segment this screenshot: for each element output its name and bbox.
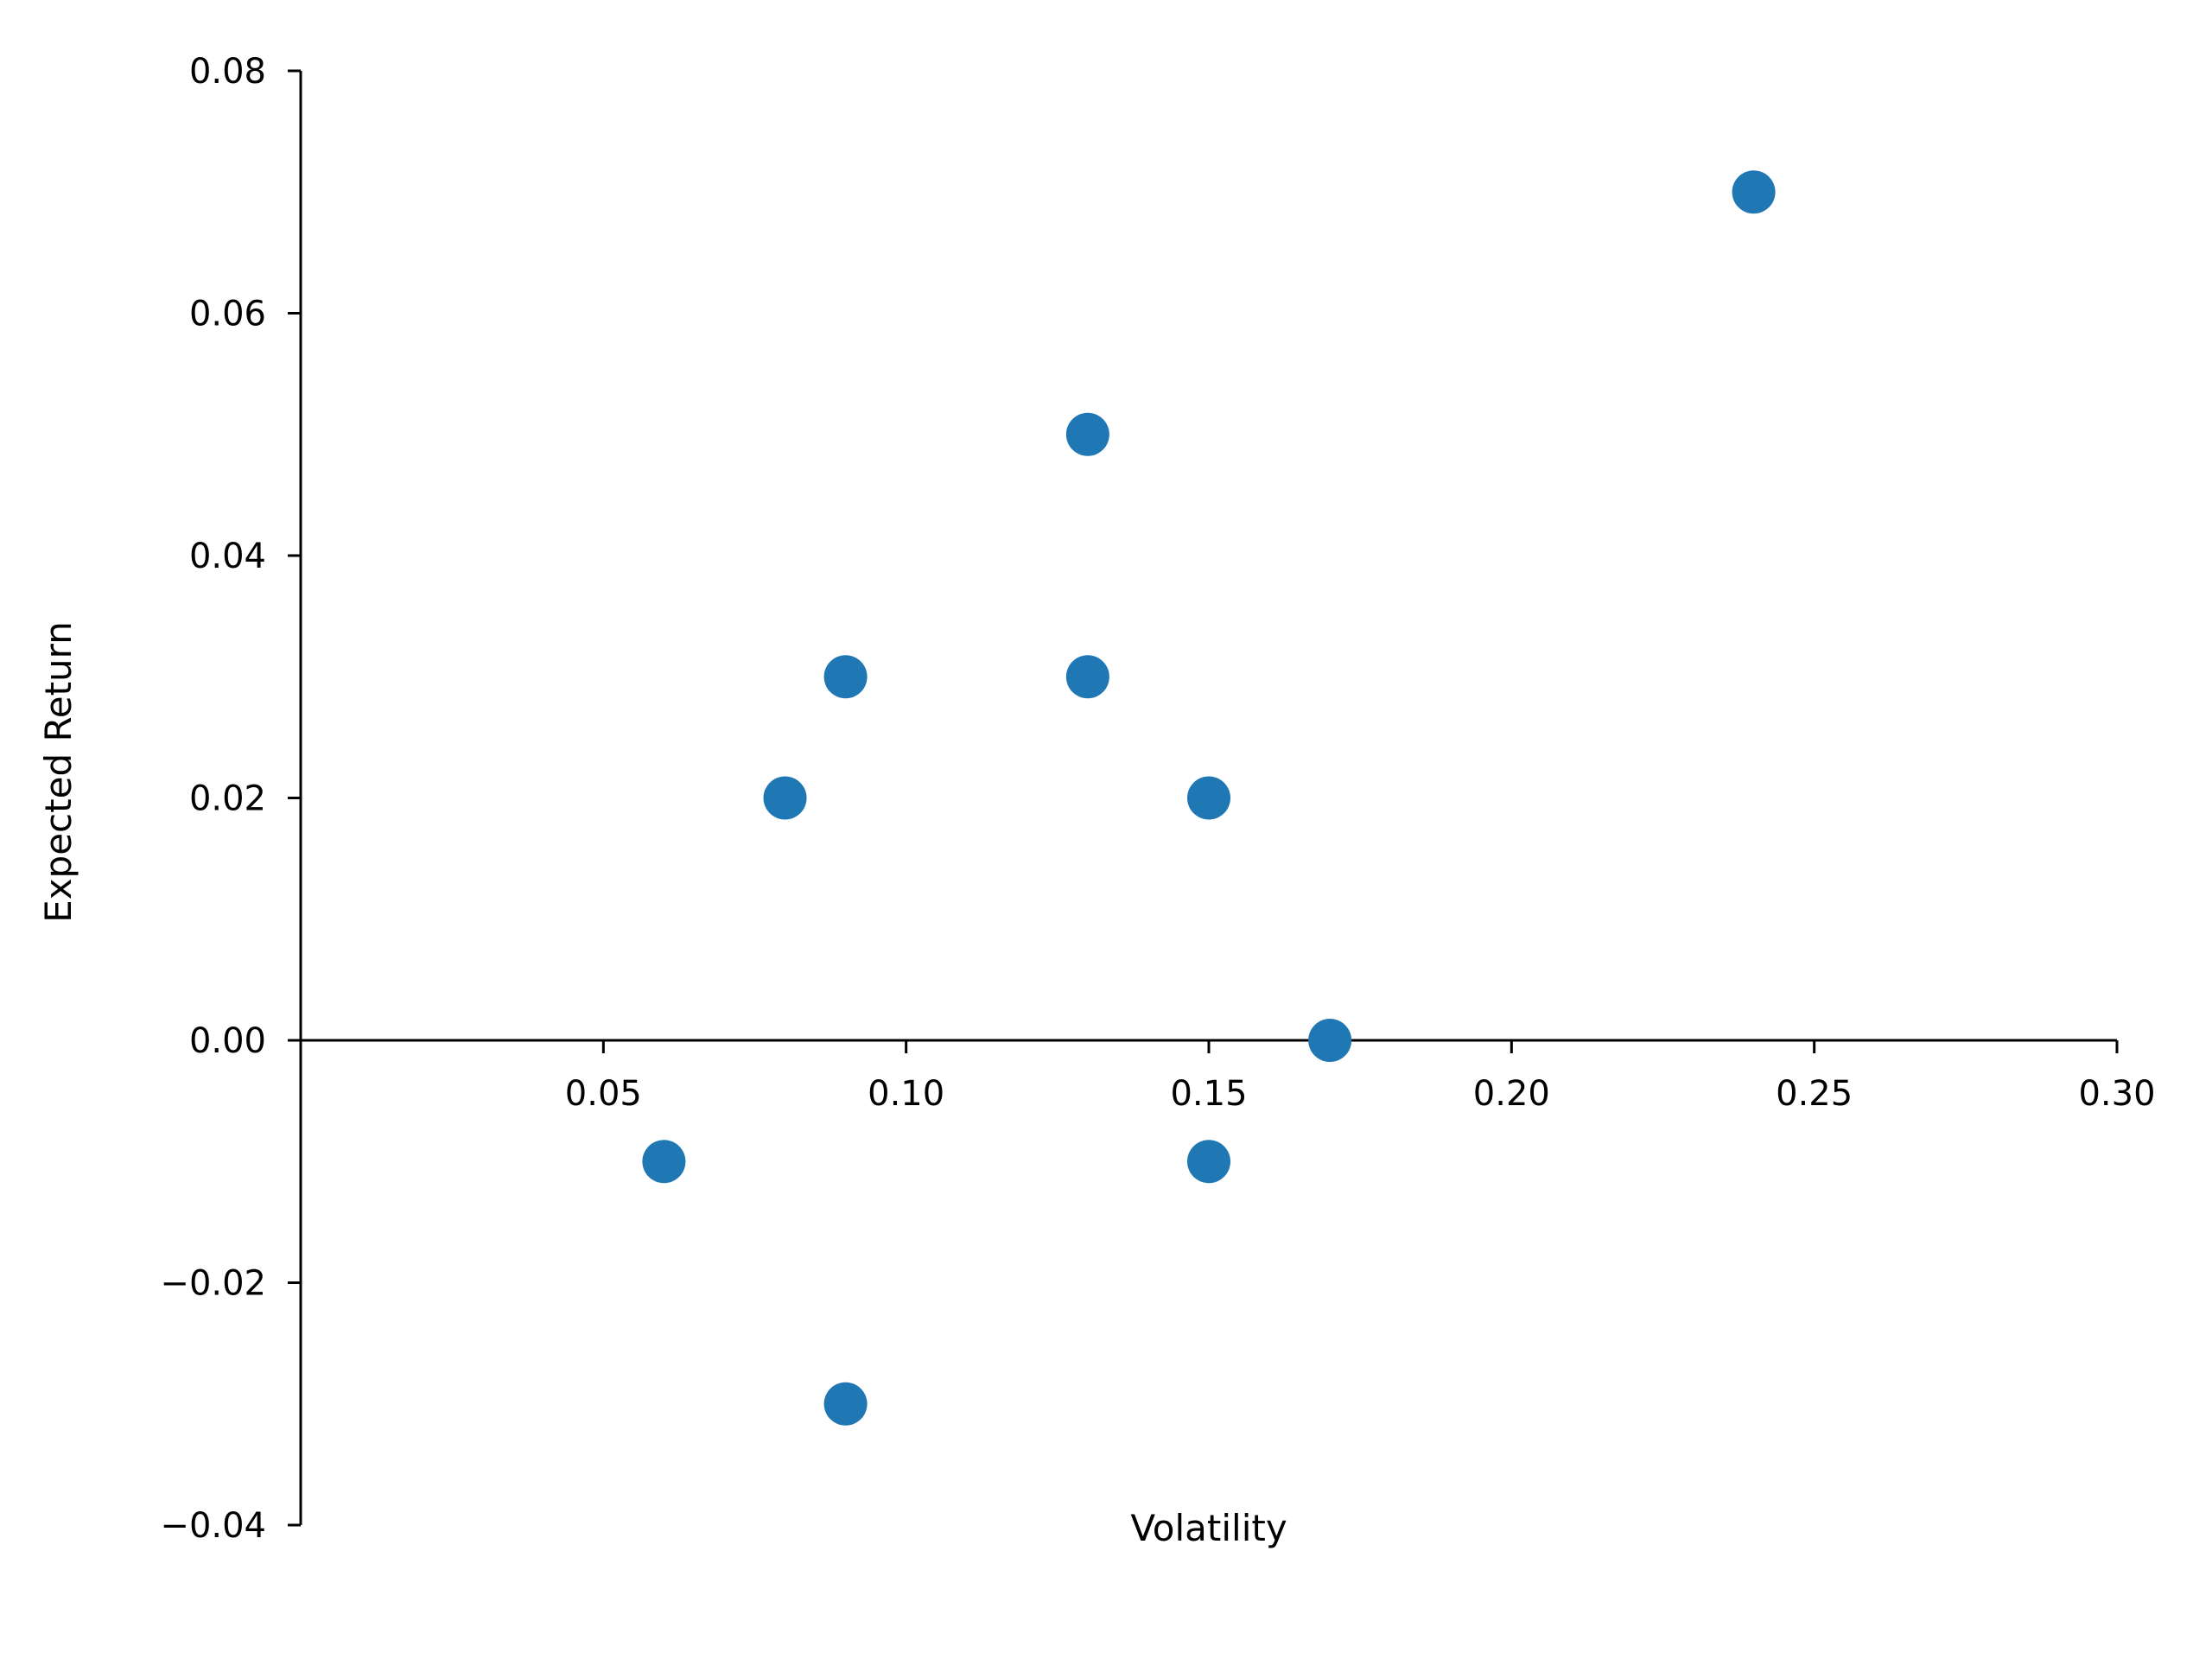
data-point <box>1065 655 1109 699</box>
data-point <box>763 776 807 820</box>
data-point <box>1308 1019 1352 1062</box>
x-axis-label: Volatility <box>1130 1507 1287 1549</box>
data-point <box>1065 412 1109 456</box>
y-axis-label: Expected Return <box>37 621 79 923</box>
data-point <box>1187 1140 1230 1184</box>
y-tick-label: 0.02 <box>189 779 266 819</box>
data-point <box>823 655 868 699</box>
x-tick-label: 0.05 <box>565 1074 642 1114</box>
y-tick-label: 0.00 <box>189 1021 266 1061</box>
x-tick-label: 0.10 <box>868 1074 944 1114</box>
y-tick-label: −0.04 <box>160 1506 266 1546</box>
data-point <box>1732 170 1776 214</box>
x-tick-label: 0.15 <box>1170 1074 1247 1114</box>
x-tick-label: 0.30 <box>2078 1074 2155 1114</box>
data-point <box>823 1382 868 1426</box>
y-tick-label: −0.02 <box>160 1264 266 1304</box>
y-tick-label: 0.04 <box>189 537 266 576</box>
x-tick-label: 0.25 <box>1776 1074 1853 1114</box>
data-point <box>1187 776 1230 820</box>
x-tick-label: 0.20 <box>1473 1074 1550 1114</box>
y-tick-label: 0.06 <box>189 295 266 334</box>
data-point <box>642 1140 686 1184</box>
y-tick-label: 0.08 <box>189 52 266 92</box>
